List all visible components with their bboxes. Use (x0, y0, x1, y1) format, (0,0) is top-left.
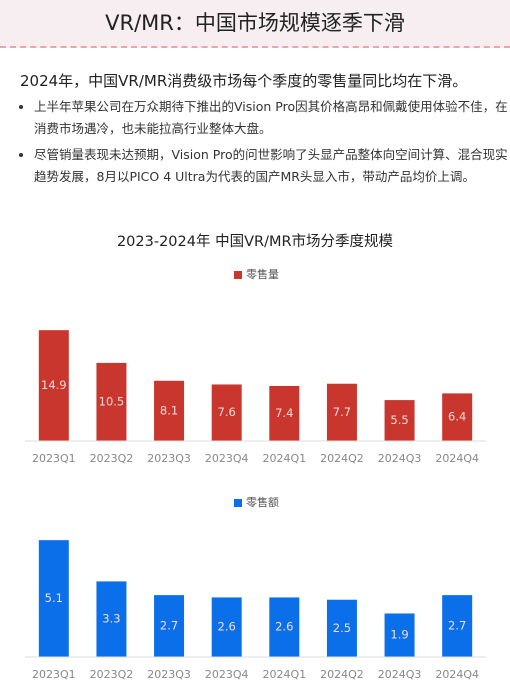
legend-label: 零售额 (246, 495, 279, 509)
value-label: 7.4 (275, 406, 293, 420)
bar (384, 613, 415, 657)
charts: 2023-2024年 中国VR/MR市场分季度规模 零售量 14.9 10.5 8.1… (25, 233, 486, 681)
bar (96, 581, 127, 657)
x-tick-label: 2023Q2 (90, 668, 134, 681)
x-tick-label: 2024Q2 (320, 452, 364, 465)
value-label: 3.3 (102, 612, 120, 626)
x-tick-label: 2024Q4 (435, 452, 479, 465)
bar (211, 597, 242, 657)
value-label: 8.1 (160, 403, 178, 417)
x-tick-label: 2023Q4 (205, 452, 249, 465)
bar (38, 330, 69, 441)
x-tick-label: 2023Q1 (32, 668, 76, 681)
value-label: 5.1 (45, 591, 63, 605)
bar (442, 393, 473, 441)
legend-swatch (234, 499, 242, 507)
value-label: 14.9 (41, 378, 67, 392)
x-tick-label: 2024Q2 (320, 668, 364, 681)
bar (269, 597, 300, 657)
bar (269, 385, 300, 441)
bar (326, 599, 357, 657)
value-label: 1.9 (390, 628, 408, 642)
header: VR/MR：中国市场规模逐季下滑 (0, 0, 510, 48)
x-tick-label: 2024Q3 (378, 452, 422, 465)
x-tick-label: 2024Q4 (435, 668, 479, 681)
value-label: 2.7 (448, 619, 466, 633)
value-label: 2.6 (275, 620, 293, 634)
x-tick-label: 2024Q3 (378, 668, 422, 681)
bar (96, 362, 127, 441)
headline: 2024年，中国VR/MR消费级市场每个季度的零售量同比均在下滑。 (20, 72, 468, 90)
value-label: 7.6 (218, 405, 236, 419)
legend-label: 零售量 (246, 267, 279, 281)
x-tick-label: 2024Q1 (262, 668, 306, 681)
value-label: 10.5 (99, 394, 125, 408)
value-label: 2.6 (218, 620, 236, 634)
x-tick-label: 2023Q3 (147, 668, 191, 681)
bar (326, 383, 357, 441)
bar (154, 380, 185, 441)
bar (38, 540, 69, 657)
bar (211, 384, 242, 441)
bullet: 尽管销量表现未达预期，Vision Pro的问世影响了头显产品整体向空间计算、混… (34, 144, 510, 188)
x-tick-label: 2023Q1 (32, 452, 76, 465)
value-label: 2.5 (333, 621, 351, 635)
value-label: 5.5 (390, 413, 408, 427)
x-tick-label: 2024Q1 (262, 452, 306, 465)
value-label: 7.7 (333, 405, 351, 419)
bar (154, 595, 185, 657)
bar (442, 595, 473, 657)
x-tick-label: 2023Q2 (90, 452, 134, 465)
value-label: 6.4 (448, 410, 466, 424)
page-title: VR/MR：中国市场规模逐季下滑 (105, 11, 405, 35)
bullet-list: 上半年苹果公司在万众期待下推出的Vision Pro因其价格高昂和佩戴使用体验不… (18, 96, 510, 192)
bullet: 上半年苹果公司在万众期待下推出的Vision Pro因其价格高昂和佩戴使用体验不… (34, 96, 510, 140)
bar (384, 400, 415, 441)
x-tick-label: 2023Q3 (147, 452, 191, 465)
chart-title: 2023-2024年 中国VR/MR市场分季度规模 (117, 233, 393, 250)
legend-swatch (234, 271, 242, 279)
x-tick-label: 2023Q4 (205, 668, 249, 681)
value-label: 2.7 (160, 619, 178, 633)
